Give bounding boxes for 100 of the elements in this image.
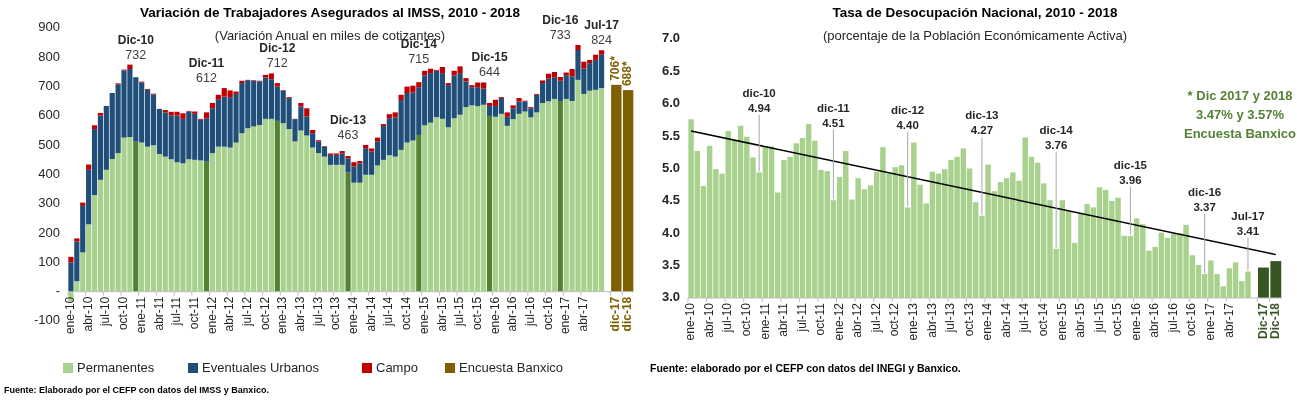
x-tick-label: ene-15 <box>416 296 431 335</box>
data-label: 4.40 <box>896 118 919 131</box>
total-label: 824 <box>591 33 613 48</box>
data-label: 3.96 <box>1119 173 1142 186</box>
x-tick-label: abr-10 <box>701 302 716 338</box>
x-tick-label: abr-15 <box>1073 302 1088 338</box>
annotation: dic-12 <box>891 103 925 116</box>
x-tick-label: oct-16 <box>540 296 555 331</box>
x-tick-label: Dic-18 <box>1267 302 1282 340</box>
x-tick-label: abr-16 <box>1147 302 1162 338</box>
x-tick-label: oct-13 <box>961 302 976 337</box>
x-tick-label: ene-11 <box>757 302 772 340</box>
y-tick-label: - <box>55 283 60 299</box>
x-tick-label: ene-10 <box>63 296 78 335</box>
x-tick-label: oct-12 <box>887 302 902 337</box>
data-label: 4.51 <box>822 116 846 129</box>
x-tick-label: abr-15 <box>434 296 449 332</box>
x-tick-label: ene-17 <box>1203 302 1218 341</box>
data-label: 3.76 <box>1044 138 1068 151</box>
legend-label: Permanentes <box>77 360 155 375</box>
x-tick-label: oct-14 <box>399 296 414 331</box>
annotation: Dic-13 <box>330 112 367 127</box>
annotation: Dic-10 <box>117 32 155 47</box>
x-tick-label: jul-14 <box>1017 302 1032 334</box>
chart-subtitle: (porcentaje de la Población Económicamente Activa) <box>822 28 1128 43</box>
x-tick-label: ene-13 <box>906 302 921 341</box>
x-tick-label: jul-13 <box>310 296 325 328</box>
legend-label: Eventuales Urbanos <box>202 360 320 375</box>
x-tick-label: ene-10 <box>683 302 698 341</box>
annotation: Dic-15 <box>471 50 508 65</box>
annotation: dic-11 <box>817 101 851 114</box>
x-tick-label: abr-14 <box>998 302 1013 338</box>
x-tick-label: dic-17 <box>608 296 623 332</box>
annotation: dic-10 <box>742 86 776 99</box>
x-tick-label: abr-13 <box>924 302 939 338</box>
x-tick-label: oct-14 <box>1035 302 1050 337</box>
y-tick-label: 900 <box>38 19 60 35</box>
y-tick-label: 400 <box>38 165 60 181</box>
x-tick-label: abr-11 <box>151 296 166 331</box>
x-tick-label: jul-10 <box>720 302 735 334</box>
total-label: 612 <box>196 71 218 86</box>
total-label: 712 <box>266 56 288 71</box>
y-tick-label: -100 <box>33 312 60 328</box>
data-label: 4.94 <box>747 101 771 114</box>
x-tick-label: jul-10 <box>98 296 113 328</box>
annotation: Jul-17 <box>584 18 620 33</box>
x-tick-label: Dic-17 <box>1255 302 1270 340</box>
x-tick-label: ene-12 <box>831 302 846 341</box>
y-tick-label: 4.5 <box>661 192 680 208</box>
data-label: 706* <box>608 55 623 81</box>
annotation: dic-15 <box>1113 158 1148 171</box>
y-tick-label: 700 <box>38 78 60 94</box>
x-tick-label: dic-18 <box>620 296 635 332</box>
x-tick-label: oct-16 <box>1184 302 1199 337</box>
data-label: 3.41 <box>1236 224 1260 237</box>
chart-title: Tasa de Desocupación Nacional, 2010 - 2018 <box>832 5 1118 20</box>
y-tick-label: 6.0 <box>661 95 680 111</box>
x-tick-label: jul-11 <box>794 302 809 333</box>
x-tick-label: abr-11 <box>776 302 791 337</box>
annotation: dic-13 <box>965 109 999 122</box>
total-label: 715 <box>408 51 430 66</box>
x-tick-label: jul-13 <box>943 302 958 334</box>
x-tick-label: oct-12 <box>257 296 272 331</box>
y-tick-label: 6.5 <box>661 62 680 78</box>
annotation: Jul-17 <box>1231 209 1265 222</box>
x-tick-label: abr-10 <box>80 296 95 332</box>
x-tick-label: oct-11 <box>186 296 201 330</box>
x-tick-label: ene-14 <box>980 302 995 341</box>
legend-label: Campo <box>376 360 418 375</box>
annotation: Dic-16 <box>542 12 579 27</box>
y-tick-label: 100 <box>38 253 60 269</box>
y-tick-label: 200 <box>38 224 60 240</box>
y-tick-label: 7.0 <box>661 30 680 46</box>
x-tick-label: jul-12 <box>239 296 254 328</box>
total-label: 732 <box>125 47 147 62</box>
x-tick-label: jul-11 <box>169 296 184 327</box>
data-label: 688* <box>620 61 635 87</box>
x-tick-label: abr-17 <box>1221 302 1236 338</box>
y-tick-label: 5.5 <box>661 127 680 143</box>
y-tick-label: 800 <box>38 48 60 64</box>
total-label: 733 <box>549 27 571 42</box>
annotation: * Dic 2017 y 2018 3.47% y 3.57% Encuesta Banxico <box>1184 88 1297 141</box>
x-tick-label: ene-16 <box>487 296 502 335</box>
x-tick-label: abr-17 <box>576 296 591 332</box>
x-tick-label: jul-12 <box>868 302 883 334</box>
x-tick-label: jul-16 <box>522 296 537 328</box>
x-tick-label: abr-14 <box>363 296 378 332</box>
y-tick-label: 3.5 <box>661 257 680 273</box>
total-label: 463 <box>337 127 359 142</box>
y-tick-label: 300 <box>38 195 60 211</box>
annotation: Dic-12 <box>259 41 296 56</box>
source-note: Fuente: Elaborado por el CEFP con datos del IMSS y Banxico. <box>4 385 269 395</box>
x-tick-label: ene-12 <box>204 296 219 335</box>
x-tick-label: jul-16 <box>1165 302 1180 334</box>
data-label: 3.37 <box>1193 200 1216 213</box>
x-tick-label: abr-13 <box>293 296 308 332</box>
y-tick-label: 500 <box>38 136 60 152</box>
annotation: dic-14 <box>1039 123 1074 136</box>
x-tick-label: jul-14 <box>381 296 396 328</box>
x-tick-label: ene-17 <box>558 296 573 335</box>
